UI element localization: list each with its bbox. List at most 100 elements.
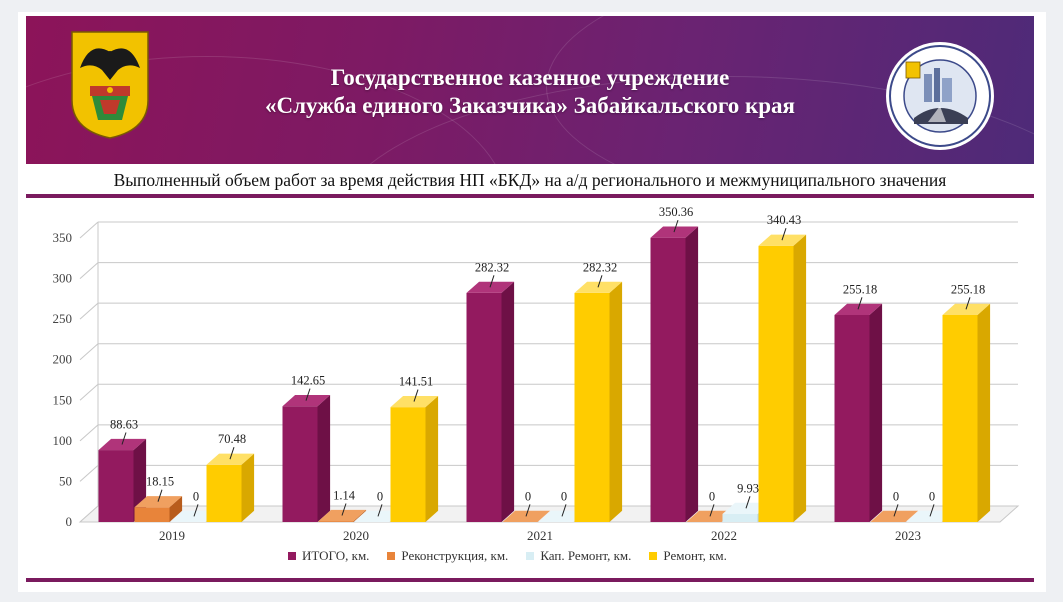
bar-side — [609, 281, 623, 522]
legend-swatch-remont — [649, 552, 658, 560]
bottom-divider — [26, 578, 1034, 582]
bar-side — [425, 395, 439, 522]
data-label-leader — [525, 504, 531, 517]
subtitle-bar: Выполненный объем работ за время действи… — [26, 164, 1034, 198]
gridline-depth — [79, 424, 99, 442]
bar — [834, 314, 870, 522]
data-label-leader — [673, 219, 679, 233]
y-tick-label: 350 — [53, 230, 73, 245]
y-tick-label: 0 — [66, 514, 73, 529]
gridline-depth — [79, 221, 99, 239]
data-label-leader — [341, 503, 347, 516]
gridline-depth — [79, 262, 99, 279]
x-tick-label: 2022 — [711, 528, 737, 543]
bar — [758, 245, 794, 522]
bar — [318, 521, 354, 522]
legend-item-kap-remont: Кап. Ремонт, км. — [526, 548, 631, 564]
legend-label-itogo: ИТОГО, км. — [302, 548, 370, 563]
bar-side — [353, 509, 367, 522]
chart-legend: ИТОГО, км. Реконструкция, км. Кап. Ремон… — [288, 548, 727, 564]
bar-side — [169, 496, 183, 522]
bar-side — [241, 453, 255, 522]
header-banner: Государственное казенное учреждение «Слу… — [26, 16, 1034, 164]
data-label-leader — [305, 388, 311, 401]
gridline-depth — [79, 465, 99, 482]
slide: Государственное казенное учреждение «Слу… — [18, 12, 1046, 592]
data-label-leader — [929, 504, 935, 517]
y-tick-label: 300 — [53, 271, 73, 286]
data-label-leader — [157, 489, 163, 502]
data-label-leader — [413, 389, 419, 402]
bar — [390, 407, 426, 522]
data-label: 0 — [893, 489, 899, 503]
bar — [98, 450, 134, 522]
data-label-leader — [229, 447, 235, 460]
y-tick-label: 250 — [53, 311, 73, 326]
bar-side — [501, 281, 515, 522]
data-label: 141.51 — [399, 375, 433, 389]
bar-chart: 0 50 100 150 200 250 300 350 2019 88.63 18.15 0 70.4… — [53, 205, 1020, 543]
legend-label-reconstruction: Реконструкция, км. — [401, 548, 509, 563]
data-label: 255.18 — [951, 282, 985, 296]
data-label: 88.63 — [110, 417, 138, 431]
legend-swatch-itogo — [288, 552, 296, 560]
legend-item-remont: Ремонт, км. — [649, 548, 727, 564]
bar — [134, 507, 170, 522]
header-title: Государственное казенное учреждение «Слу… — [176, 64, 884, 120]
y-tick-label: 100 — [53, 433, 73, 448]
legend-item-itogo: ИТОГО, км. — [288, 548, 369, 564]
y-tick-label: 150 — [53, 392, 73, 407]
data-label-leader — [893, 504, 899, 517]
gridline-depth — [79, 343, 99, 361]
data-label: 142.65 — [291, 374, 325, 388]
data-label: 1.14 — [333, 488, 356, 502]
bar-side — [317, 395, 331, 522]
bar — [942, 314, 978, 522]
bar-side — [685, 226, 699, 523]
bar-side — [869, 303, 883, 522]
data-label: 0 — [193, 489, 199, 503]
bar-side — [977, 303, 991, 522]
data-label: 350.36 — [659, 205, 693, 219]
bar — [466, 292, 502, 522]
data-label-leader — [857, 297, 863, 310]
data-label-leader — [781, 228, 787, 241]
bar-side — [793, 234, 807, 522]
header-title-line1: Государственное казенное учреждение — [330, 65, 730, 90]
data-label: 18.15 — [146, 475, 174, 489]
y-tick-label: 50 — [59, 473, 72, 488]
data-label-leader — [965, 297, 971, 310]
bar — [650, 237, 686, 522]
header-title-line2: «Служба единого Заказчика» Забайкальског… — [264, 93, 796, 118]
data-label: 0 — [525, 489, 531, 503]
data-label: 340.43 — [767, 213, 801, 227]
legend-label-remont: Ремонт, км. — [663, 548, 727, 563]
data-label-leader — [709, 504, 715, 517]
x-tick-label: 2020 — [343, 528, 369, 543]
legend-swatch-reconstruction — [387, 552, 396, 560]
legend-label-kap-remont: Кап. Ремонт, км. — [540, 548, 632, 563]
data-label: 255.18 — [843, 282, 877, 296]
bar — [722, 513, 758, 522]
data-label: 0 — [929, 489, 935, 503]
y-tick-label: 200 — [53, 352, 73, 367]
data-label: 0 — [377, 489, 383, 503]
data-label-leader — [561, 504, 567, 517]
gridline-depth — [79, 383, 99, 401]
bar — [574, 292, 610, 522]
data-label: 282.32 — [583, 260, 617, 274]
data-label: 9.93 — [737, 481, 759, 495]
organization-seal-icon — [886, 42, 994, 150]
data-label-leader — [377, 504, 383, 517]
data-label: 282.32 — [475, 260, 509, 274]
data-label-leader — [745, 496, 751, 509]
data-label-leader — [597, 275, 603, 288]
gridline-depth — [79, 302, 99, 320]
data-label: 0 — [709, 489, 715, 503]
bar — [282, 406, 318, 522]
legend-swatch-kap-remont — [526, 552, 535, 560]
bar — [206, 464, 242, 522]
x-tick-label: 2019 — [159, 528, 185, 543]
data-label-leader — [193, 504, 199, 517]
data-label-leader — [121, 432, 127, 445]
